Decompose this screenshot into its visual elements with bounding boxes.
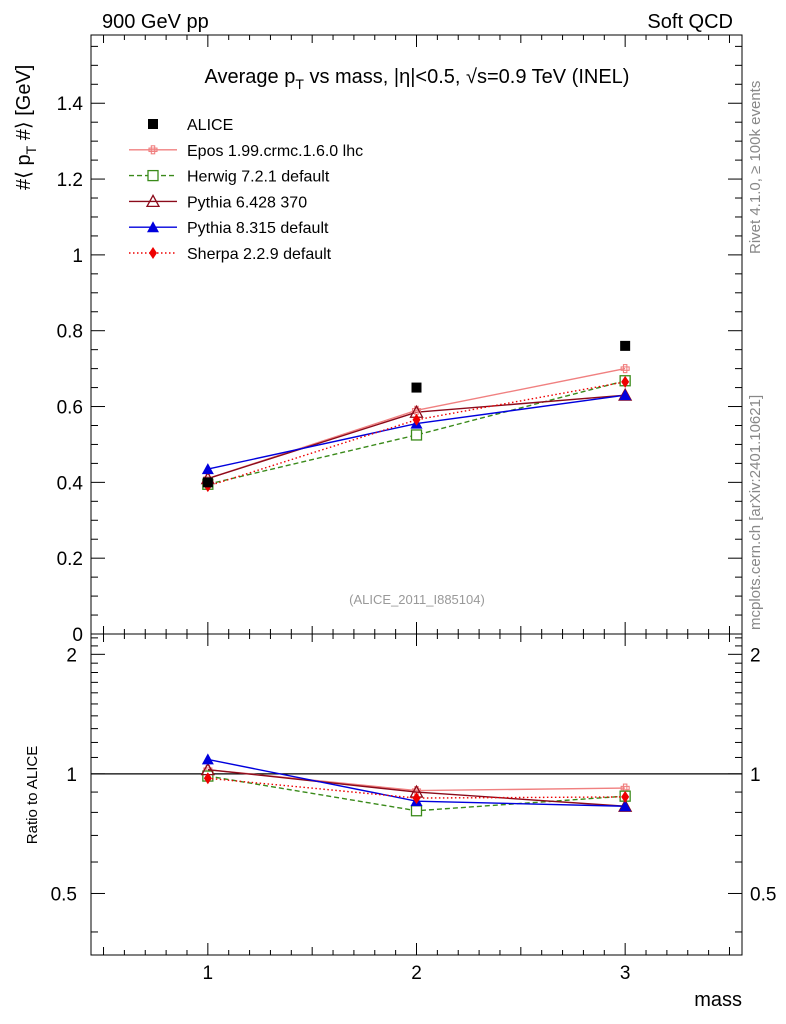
legend-item: Herwig 7.2.1 default	[129, 169, 330, 186]
ratio-y-tick-label-right: 2	[750, 645, 761, 666]
legend-marker	[145, 194, 161, 208]
ratio-series-point	[619, 800, 632, 812]
legend-item: Pythia 6.428 370	[129, 194, 307, 211]
ratio-y-axis-label: Ratio to ALICE	[24, 746, 41, 844]
legend-label: Herwig 7.2.1 default	[187, 169, 330, 186]
series-point	[201, 463, 214, 475]
ratio-series-line	[207, 768, 626, 807]
ratio-series-point	[201, 753, 214, 765]
ratio-y-tick-label-right: 0.5	[750, 884, 776, 905]
main-y-tick-label: 0	[72, 625, 83, 646]
legend-marker	[148, 119, 158, 129]
main-y-tick-label: 0.6	[57, 398, 83, 419]
legend-item: Epos 1.99.crmc.1.6.0 lhc	[129, 143, 363, 160]
ratio-y-tick-label-right: 1	[750, 765, 761, 786]
alice-data-point	[620, 340, 631, 351]
ratio-series-line	[207, 777, 626, 799]
header-right: Soft QCD	[647, 11, 733, 33]
legend-label: Sherpa 2.2.9 default	[187, 246, 332, 263]
cross-marker-v	[150, 145, 156, 155]
series-line	[207, 381, 626, 487]
cross-marker-h	[620, 366, 630, 371]
legend-marker	[148, 145, 158, 155]
ratio-series-point	[621, 790, 630, 803]
alice-data-point	[202, 477, 213, 488]
series-point	[620, 364, 630, 374]
main-y-tick-label: 0.2	[57, 549, 83, 570]
ratio-y-tick-label: 2	[66, 645, 77, 666]
series-point	[410, 429, 423, 441]
cross-marker-h	[620, 785, 630, 791]
series-point	[412, 413, 421, 426]
main-y-tick-label: 0.8	[57, 322, 83, 343]
ratio-y-tick-label: 1	[66, 765, 77, 786]
legend-marker	[149, 247, 157, 259]
ratio-panel: 1 2 3 0.5 0.5 1 1 2 2	[51, 633, 776, 984]
legend-item: ALICE	[148, 117, 233, 134]
ratio-series-point	[410, 805, 423, 817]
header-left: 900 GeV pp	[102, 11, 209, 33]
legend-item: Sherpa 2.2.9 default	[129, 246, 332, 263]
cross-marker-v	[622, 364, 628, 374]
legend-label: ALICE	[187, 117, 233, 134]
ratio-series-line	[207, 768, 626, 792]
series-point	[621, 375, 630, 388]
main-y-tick-label: 1.4	[57, 94, 84, 115]
x-tick-label: 2	[411, 963, 422, 984]
legend-label: Pythia 8.315 default	[187, 220, 329, 237]
alice-data-point	[411, 382, 422, 393]
watermark: (ALICE_2011_I885104)	[349, 592, 485, 607]
legend: ALICE Epos 1.99.crmc.1.6.0 lhc Herwig 7.2.…	[129, 117, 363, 263]
ratio-series-point	[203, 772, 212, 785]
legend-marker	[147, 221, 159, 233]
x-axis-label: mass	[694, 989, 742, 1011]
ratio-series-point	[412, 792, 421, 805]
chart-title: Average pT vs mass, |η|<0.5, √s=0.9 TeV …	[205, 66, 630, 92]
rivet-label: Rivet 4.1.0, ≥ 100k events	[747, 81, 764, 254]
ratio-y-tick-label: 0.5	[51, 884, 77, 905]
source-label: mcplots.cern.ch [arXiv:2401.10621]	[747, 395, 764, 630]
legend-label: Epos 1.99.crmc.1.6.0 lhc	[187, 143, 363, 160]
main-panel: 0 0.2 0.4 0.6 0.8 1 1.2 1.4	[57, 34, 743, 646]
cross-marker-h	[411, 408, 422, 413]
main-y-tick-label: 0.4	[57, 473, 84, 494]
legend-marker	[147, 169, 159, 182]
main-y-tick-label: 1	[72, 246, 83, 267]
cross-marker-h	[148, 147, 158, 153]
legend-label: Pythia 6.428 370	[187, 194, 307, 211]
series-point	[619, 389, 632, 401]
main-y-tick-label: 1.2	[57, 170, 83, 191]
y-axis-label: #⟨ pT #⟩ [GeV]	[13, 65, 39, 190]
x-tick-label: 1	[203, 963, 214, 984]
x-tick-label: 3	[620, 963, 631, 984]
legend-item: Pythia 8.315 default	[129, 220, 329, 237]
